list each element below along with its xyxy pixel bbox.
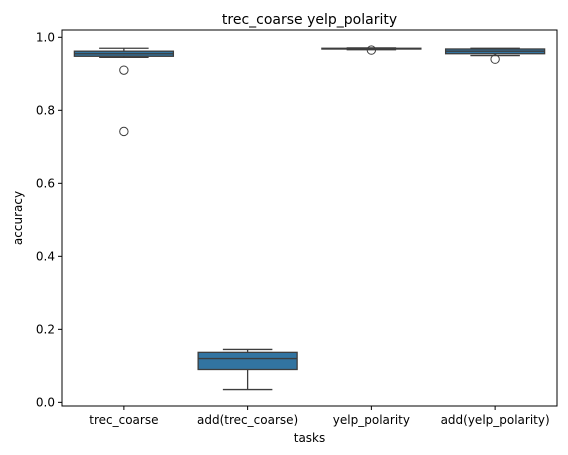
y-tick-label: 0.2: [36, 322, 55, 336]
outlier-point: [366, 45, 377, 55]
y-tick-label: 0.4: [36, 249, 55, 263]
y-axis-label: accuracy: [11, 191, 25, 245]
x-tick-label: yelp_polarity: [333, 413, 410, 427]
x-tick-label: add(yelp_polarity): [441, 413, 550, 427]
y-tick-label: 0.0: [36, 395, 55, 409]
outlier-point: [490, 54, 500, 64]
plot-area: [62, 30, 557, 406]
plot-frame: [61, 29, 558, 407]
outlier-point: [119, 126, 129, 137]
y-tick-label: 0.8: [36, 103, 55, 117]
x-tick-label: add(trec_coarse): [197, 413, 298, 427]
box-iqr: [197, 351, 298, 371]
x-tick-label: trec_coarse: [89, 413, 158, 427]
x-axis-label: tasks: [294, 431, 326, 445]
outlier-point: [119, 65, 129, 75]
x-axis-ticks: trec_coarse add(trec_coarse) yelp_polarity…: [89, 406, 550, 427]
box-marks: [73, 45, 546, 391]
y-axis-ticks: 0.0 0.2 0.4 0.6 0.8 1.0: [36, 30, 62, 409]
y-tick-label: 1.0: [36, 30, 55, 44]
y-tick-label: 0.6: [36, 176, 55, 190]
chart-title: trec_coarse yelp_polarity: [222, 12, 397, 28]
